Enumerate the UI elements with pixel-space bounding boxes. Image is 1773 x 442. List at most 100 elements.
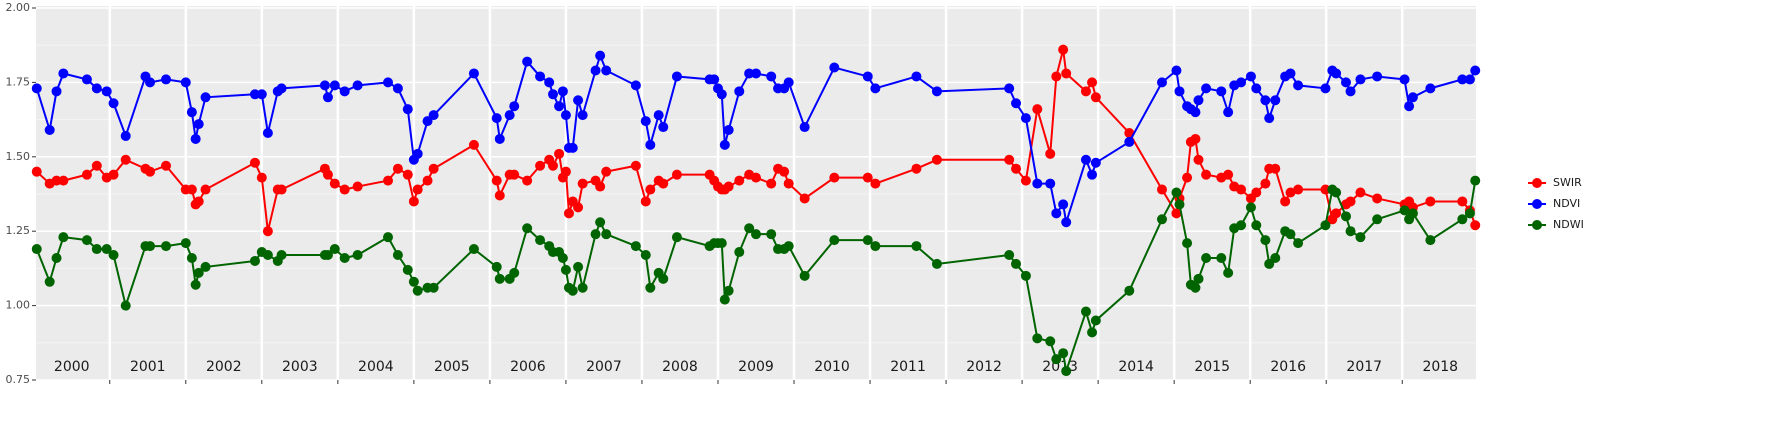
year-label: 2018 bbox=[1422, 359, 1458, 375]
data-point bbox=[783, 241, 794, 252]
year-label: 2001 bbox=[130, 359, 166, 375]
data-point bbox=[31, 83, 42, 94]
data-point bbox=[180, 77, 191, 88]
data-point bbox=[468, 139, 479, 150]
data-point bbox=[200, 92, 211, 103]
data-point bbox=[412, 184, 423, 195]
data-point bbox=[276, 83, 287, 94]
data-point bbox=[81, 169, 92, 180]
data-point bbox=[1331, 208, 1342, 219]
year-label: 2007 bbox=[586, 359, 622, 375]
data-point bbox=[91, 244, 102, 255]
data-point bbox=[1470, 220, 1481, 231]
data-point bbox=[81, 74, 92, 85]
data-point bbox=[1260, 235, 1271, 246]
data-point bbox=[1201, 169, 1212, 180]
data-point bbox=[723, 285, 734, 296]
data-point bbox=[31, 166, 42, 177]
legend-marker bbox=[1532, 199, 1542, 209]
y-tick-label: 1.75 bbox=[6, 75, 31, 88]
data-point bbox=[1425, 83, 1436, 94]
data-point bbox=[262, 226, 273, 237]
data-point bbox=[1340, 211, 1351, 222]
data-point bbox=[402, 104, 413, 115]
data-point bbox=[101, 86, 112, 97]
year-label: 2009 bbox=[738, 359, 774, 375]
data-point bbox=[1457, 196, 1468, 207]
data-point bbox=[108, 98, 119, 109]
data-point bbox=[658, 122, 669, 133]
data-point bbox=[799, 270, 810, 281]
data-point bbox=[630, 160, 641, 171]
data-point bbox=[779, 166, 790, 177]
data-point bbox=[640, 196, 651, 207]
data-point bbox=[1293, 238, 1304, 249]
legend-label: NDWI bbox=[1553, 218, 1584, 231]
data-point bbox=[339, 86, 350, 97]
data-point bbox=[723, 125, 734, 136]
year-label: 2008 bbox=[662, 359, 698, 375]
data-point bbox=[1285, 187, 1296, 198]
data-point bbox=[200, 261, 211, 272]
data-point bbox=[1032, 333, 1043, 344]
data-point bbox=[101, 244, 112, 255]
data-point bbox=[1399, 205, 1410, 216]
y-tick-label: 1.50 bbox=[6, 150, 31, 163]
data-point bbox=[1280, 196, 1291, 207]
data-point bbox=[783, 77, 794, 88]
data-point bbox=[1320, 83, 1331, 94]
data-point bbox=[1080, 306, 1091, 317]
data-point bbox=[799, 193, 810, 204]
data-point bbox=[1270, 163, 1281, 174]
data-point bbox=[595, 217, 606, 228]
data-point bbox=[1011, 163, 1022, 174]
data-point bbox=[658, 178, 669, 189]
data-point bbox=[1061, 217, 1072, 228]
year-label: 2005 bbox=[434, 359, 470, 375]
data-point bbox=[1080, 86, 1091, 97]
data-point bbox=[557, 86, 568, 97]
data-point bbox=[1425, 235, 1436, 246]
data-point bbox=[329, 244, 340, 255]
data-point bbox=[1045, 148, 1056, 159]
data-point bbox=[120, 130, 131, 141]
data-point bbox=[422, 175, 433, 186]
data-point bbox=[91, 160, 102, 171]
data-point bbox=[590, 229, 601, 240]
legend-label: SWIR bbox=[1553, 176, 1582, 189]
data-point bbox=[161, 74, 172, 85]
data-point bbox=[339, 184, 350, 195]
data-point bbox=[186, 107, 197, 118]
data-point bbox=[1216, 252, 1227, 263]
data-point bbox=[1251, 83, 1262, 94]
data-point bbox=[51, 252, 62, 263]
data-point bbox=[931, 86, 942, 97]
data-point bbox=[51, 86, 62, 97]
data-point bbox=[595, 50, 606, 61]
data-point bbox=[504, 110, 515, 121]
data-point bbox=[193, 267, 204, 278]
data-point bbox=[911, 163, 922, 174]
data-point bbox=[186, 252, 197, 263]
data-point bbox=[1355, 187, 1366, 198]
data-point bbox=[1223, 107, 1234, 118]
data-point bbox=[262, 250, 273, 261]
year-label: 2003 bbox=[282, 359, 318, 375]
year-label: 2012 bbox=[966, 359, 1002, 375]
data-point bbox=[567, 285, 578, 296]
data-point bbox=[1355, 74, 1366, 85]
data-point bbox=[1174, 199, 1185, 210]
data-point bbox=[1457, 214, 1468, 225]
data-point bbox=[329, 80, 340, 91]
data-point bbox=[1331, 187, 1342, 198]
data-point bbox=[1090, 157, 1101, 168]
data-point bbox=[870, 241, 881, 252]
data-point bbox=[535, 160, 546, 171]
data-point bbox=[81, 235, 92, 246]
data-point bbox=[522, 56, 533, 67]
data-point bbox=[931, 154, 942, 165]
data-point bbox=[1425, 196, 1436, 207]
data-point bbox=[1061, 366, 1072, 377]
data-point bbox=[249, 89, 260, 100]
legend-marker bbox=[1532, 220, 1542, 230]
